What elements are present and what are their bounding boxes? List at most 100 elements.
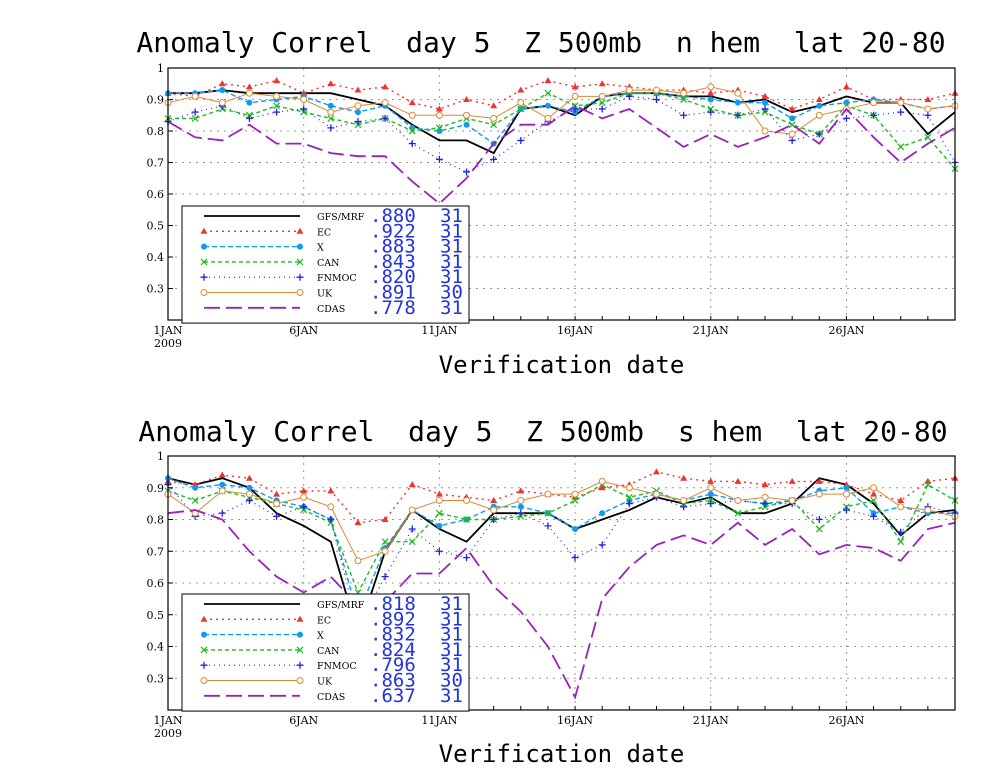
series-line-uk <box>167 86 956 135</box>
data-point <box>924 506 932 514</box>
data-point <box>300 105 308 113</box>
data-point <box>707 477 715 484</box>
legend-count: 31 <box>440 251 463 273</box>
data-point <box>897 99 905 107</box>
data-point <box>490 506 498 514</box>
data-point <box>598 99 606 107</box>
data-point <box>652 96 660 103</box>
series-line-cdas <box>167 509 956 700</box>
data-point <box>924 111 932 119</box>
series-line-cdas <box>167 104 956 205</box>
data-point <box>408 506 416 514</box>
legend-count: 31 <box>440 266 463 288</box>
legend-stat: .818 <box>370 593 416 615</box>
data-point <box>652 490 660 498</box>
legend-count: 31 <box>440 685 463 707</box>
data-point <box>463 111 471 119</box>
chart-title: Anomaly Correl day 5 Z 500mb n hem lat 2… <box>136 26 945 59</box>
data-point <box>734 496 742 504</box>
data-point <box>245 496 253 504</box>
legend-marker <box>296 227 304 234</box>
data-point <box>435 490 443 497</box>
data-point <box>517 496 525 504</box>
data-point <box>408 111 416 119</box>
data-point <box>219 481 226 488</box>
data-point <box>435 124 443 132</box>
data-point <box>815 516 823 523</box>
legend-count: 31 <box>440 220 463 242</box>
data-point <box>842 83 850 90</box>
legend-label: GFS/MRF <box>317 212 365 223</box>
x-tick-sublabel: 2009 <box>154 727 182 740</box>
data-point <box>381 516 389 522</box>
data-point <box>788 496 796 504</box>
legend-marker <box>200 661 208 669</box>
legend-count: 31 <box>440 608 463 630</box>
data-point <box>897 108 905 116</box>
data-point <box>734 111 742 119</box>
legend: GFS/MRF .818 31 EC .892 31 X .832 31 CAN .824 31 FNM… <box>181 593 470 712</box>
data-point <box>761 105 769 113</box>
data-point <box>354 557 362 565</box>
legend-label: UK <box>317 289 333 300</box>
data-point <box>571 105 579 113</box>
data-point <box>435 509 443 517</box>
legend-box <box>181 593 470 712</box>
data-point <box>517 136 525 144</box>
plot-frame <box>167 455 956 711</box>
series-line-ec <box>167 79 956 110</box>
x-tick-label: 21JAN <box>693 714 729 727</box>
data-point <box>598 80 606 87</box>
data-point <box>571 92 579 100</box>
data-point <box>815 96 823 102</box>
data-point <box>435 155 443 163</box>
legend-label: X <box>317 631 324 642</box>
series-line-can <box>168 92 956 170</box>
data-point <box>245 83 253 90</box>
data-point <box>544 490 552 498</box>
y-tick-label: 0.6 <box>147 577 165 590</box>
data-point <box>598 484 606 491</box>
data-point <box>815 525 823 533</box>
data-point <box>273 512 281 520</box>
legend-stat: .820 <box>370 266 416 288</box>
data-point <box>246 484 253 491</box>
legend-marker <box>200 258 208 266</box>
legend-marker <box>297 631 303 638</box>
data-point <box>218 487 226 495</box>
series-line-x <box>168 89 956 145</box>
legend-stat: .832 <box>370 624 416 646</box>
y-tick-label: 0.5 <box>147 220 165 233</box>
data-point <box>734 99 741 106</box>
x-tick-label: 26JAN <box>828 714 864 727</box>
series-line-gfsmrf <box>167 477 956 637</box>
data-point <box>517 487 525 494</box>
data-point <box>273 92 281 100</box>
x-tick-label: 1JAN <box>154 324 183 337</box>
x-tick-label: 6JAN <box>289 324 318 337</box>
legend-marker <box>296 615 304 622</box>
data-point <box>870 490 878 497</box>
data-point <box>327 102 334 109</box>
data-point <box>463 516 470 523</box>
legend-label: CDAS <box>317 304 345 315</box>
data-point <box>815 477 823 484</box>
legend-marker <box>200 677 208 684</box>
data-point <box>463 96 471 102</box>
data-point <box>327 80 335 87</box>
legend-label: GFS/MRF <box>317 600 365 611</box>
legend: GFS/MRF .880 31 EC .922 31 X .883 31 CAN .843 31 FNM… <box>181 205 470 324</box>
x-tick-sublabel: 2009 <box>154 337 182 350</box>
y-tick-label: 0.7 <box>147 157 165 170</box>
legend-label: FNMOC <box>317 273 357 284</box>
legend-count: 31 <box>440 593 463 615</box>
data-point <box>707 491 714 498</box>
data-point <box>409 124 416 131</box>
y-tick-label: 0.4 <box>147 251 165 264</box>
data-point <box>707 83 715 91</box>
data-point <box>707 108 715 116</box>
data-point <box>652 468 660 475</box>
legend-marker <box>201 631 207 638</box>
data-point <box>381 573 389 581</box>
data-point <box>544 89 552 97</box>
